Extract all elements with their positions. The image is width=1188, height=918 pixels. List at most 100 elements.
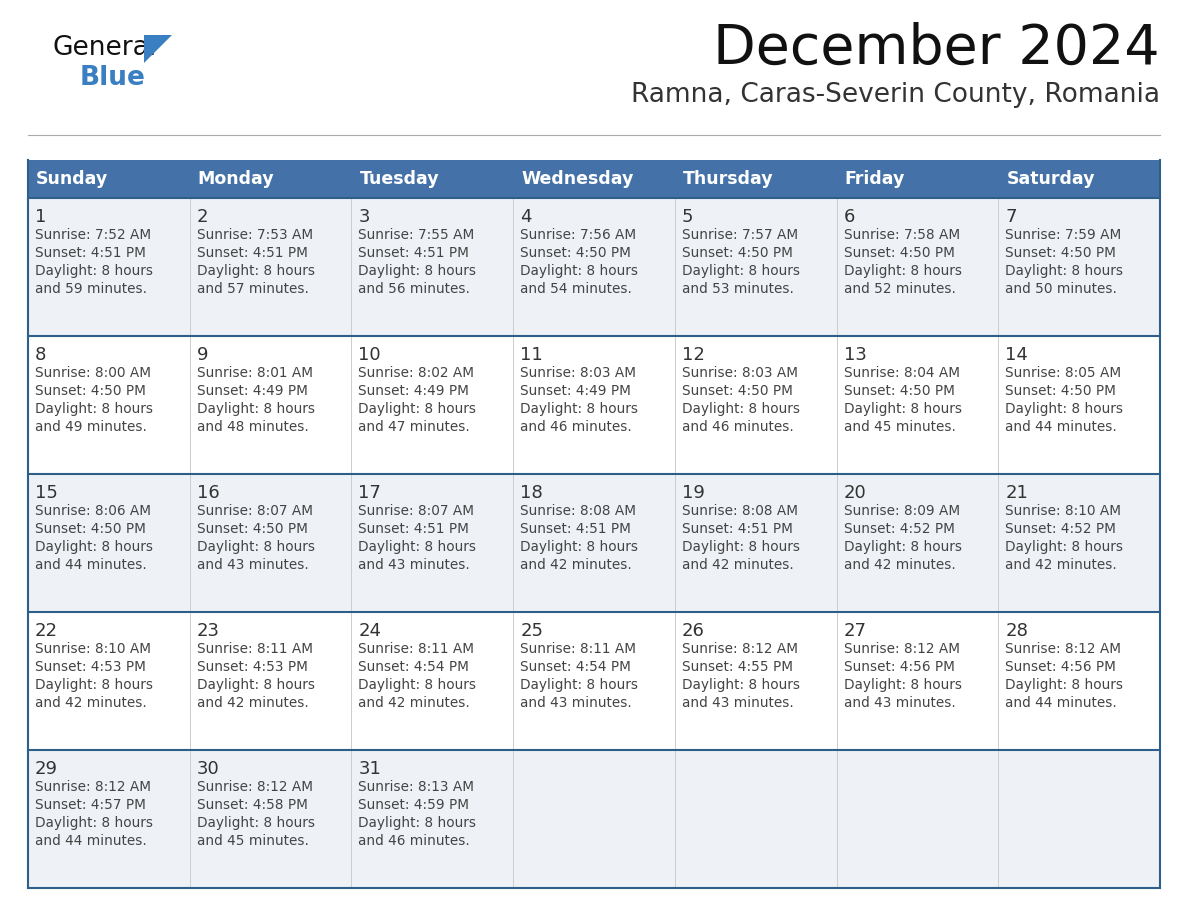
Text: 4: 4	[520, 208, 532, 226]
Text: Blue: Blue	[80, 65, 146, 91]
Text: Sunrise: 8:12 AM: Sunrise: 8:12 AM	[1005, 642, 1121, 656]
Text: Sunset: 4:55 PM: Sunset: 4:55 PM	[682, 660, 792, 674]
Text: 28: 28	[1005, 622, 1028, 640]
Text: and 57 minutes.: and 57 minutes.	[197, 282, 309, 296]
Text: Sunset: 4:50 PM: Sunset: 4:50 PM	[197, 522, 308, 536]
Text: Ramna, Caras-Severin County, Romania: Ramna, Caras-Severin County, Romania	[631, 82, 1159, 108]
Text: Daylight: 8 hours: Daylight: 8 hours	[197, 678, 315, 692]
Text: Sunset: 4:57 PM: Sunset: 4:57 PM	[34, 798, 146, 812]
Text: Sunrise: 8:10 AM: Sunrise: 8:10 AM	[1005, 504, 1121, 518]
Text: and 44 minutes.: and 44 minutes.	[34, 558, 147, 572]
Text: Daylight: 8 hours: Daylight: 8 hours	[682, 540, 800, 554]
Text: Monday: Monday	[197, 170, 274, 188]
Text: Sunset: 4:50 PM: Sunset: 4:50 PM	[1005, 384, 1117, 398]
Text: 30: 30	[197, 760, 220, 778]
Text: Sunset: 4:54 PM: Sunset: 4:54 PM	[359, 660, 469, 674]
Text: Daylight: 8 hours: Daylight: 8 hours	[843, 402, 961, 416]
Text: Sunset: 4:50 PM: Sunset: 4:50 PM	[843, 384, 954, 398]
Text: Sunset: 4:51 PM: Sunset: 4:51 PM	[682, 522, 792, 536]
Text: Sunset: 4:51 PM: Sunset: 4:51 PM	[197, 246, 308, 260]
Text: 25: 25	[520, 622, 543, 640]
Text: Sunset: 4:52 PM: Sunset: 4:52 PM	[1005, 522, 1117, 536]
Text: Sunrise: 8:12 AM: Sunrise: 8:12 AM	[843, 642, 960, 656]
Text: and 43 minutes.: and 43 minutes.	[359, 558, 470, 572]
Text: Daylight: 8 hours: Daylight: 8 hours	[682, 678, 800, 692]
Text: Daylight: 8 hours: Daylight: 8 hours	[843, 540, 961, 554]
Text: Sunrise: 7:53 AM: Sunrise: 7:53 AM	[197, 228, 312, 242]
Text: Sunrise: 7:58 AM: Sunrise: 7:58 AM	[843, 228, 960, 242]
Text: Daylight: 8 hours: Daylight: 8 hours	[1005, 402, 1124, 416]
Bar	[29, 336, 1159, 474]
Text: Sunrise: 8:12 AM: Sunrise: 8:12 AM	[682, 642, 798, 656]
Text: Daylight: 8 hours: Daylight: 8 hours	[197, 816, 315, 830]
Text: Wednesday: Wednesday	[522, 170, 633, 188]
Text: Sunrise: 8:04 AM: Sunrise: 8:04 AM	[843, 366, 960, 380]
Text: and 46 minutes.: and 46 minutes.	[520, 420, 632, 434]
Text: Sunrise: 8:13 AM: Sunrise: 8:13 AM	[359, 780, 474, 794]
Text: and 42 minutes.: and 42 minutes.	[843, 558, 955, 572]
Text: Daylight: 8 hours: Daylight: 8 hours	[520, 402, 638, 416]
Text: Daylight: 8 hours: Daylight: 8 hours	[1005, 264, 1124, 278]
Text: Sunrise: 8:10 AM: Sunrise: 8:10 AM	[34, 642, 151, 656]
Text: Sunrise: 7:59 AM: Sunrise: 7:59 AM	[1005, 228, 1121, 242]
Text: Sunrise: 8:11 AM: Sunrise: 8:11 AM	[197, 642, 312, 656]
Text: and 50 minutes.: and 50 minutes.	[1005, 282, 1117, 296]
Text: and 44 minutes.: and 44 minutes.	[1005, 420, 1117, 434]
Text: 19: 19	[682, 484, 704, 502]
Text: Sunset: 4:49 PM: Sunset: 4:49 PM	[359, 384, 469, 398]
Text: Sunset: 4:50 PM: Sunset: 4:50 PM	[34, 384, 146, 398]
Text: Daylight: 8 hours: Daylight: 8 hours	[359, 402, 476, 416]
Text: Sunrise: 8:03 AM: Sunrise: 8:03 AM	[682, 366, 798, 380]
Text: 8: 8	[34, 346, 46, 364]
Text: Sunrise: 8:03 AM: Sunrise: 8:03 AM	[520, 366, 636, 380]
Text: Sunrise: 8:08 AM: Sunrise: 8:08 AM	[520, 504, 636, 518]
Bar	[0, 888, 1188, 918]
Text: 16: 16	[197, 484, 220, 502]
Text: Daylight: 8 hours: Daylight: 8 hours	[520, 264, 638, 278]
Text: and 54 minutes.: and 54 minutes.	[520, 282, 632, 296]
Text: Sunset: 4:50 PM: Sunset: 4:50 PM	[843, 246, 954, 260]
Bar	[29, 198, 1159, 336]
Text: Daylight: 8 hours: Daylight: 8 hours	[520, 678, 638, 692]
Text: 14: 14	[1005, 346, 1028, 364]
Text: and 53 minutes.: and 53 minutes.	[682, 282, 794, 296]
Text: and 44 minutes.: and 44 minutes.	[34, 834, 147, 848]
Text: and 52 minutes.: and 52 minutes.	[843, 282, 955, 296]
Text: and 56 minutes.: and 56 minutes.	[359, 282, 470, 296]
Text: Sunrise: 8:09 AM: Sunrise: 8:09 AM	[843, 504, 960, 518]
Text: 29: 29	[34, 760, 58, 778]
Text: 18: 18	[520, 484, 543, 502]
Text: Daylight: 8 hours: Daylight: 8 hours	[843, 678, 961, 692]
Text: Daylight: 8 hours: Daylight: 8 hours	[359, 264, 476, 278]
Text: Sunrise: 8:02 AM: Sunrise: 8:02 AM	[359, 366, 474, 380]
Text: 31: 31	[359, 760, 381, 778]
Text: Daylight: 8 hours: Daylight: 8 hours	[1005, 540, 1124, 554]
Text: Sunrise: 8:00 AM: Sunrise: 8:00 AM	[34, 366, 151, 380]
Text: Sunset: 4:56 PM: Sunset: 4:56 PM	[843, 660, 954, 674]
Text: and 42 minutes.: and 42 minutes.	[197, 696, 309, 710]
Text: and 43 minutes.: and 43 minutes.	[197, 558, 309, 572]
Text: 12: 12	[682, 346, 704, 364]
Text: 7: 7	[1005, 208, 1017, 226]
Text: Daylight: 8 hours: Daylight: 8 hours	[682, 264, 800, 278]
Text: and 46 minutes.: and 46 minutes.	[359, 834, 470, 848]
Text: Sunset: 4:54 PM: Sunset: 4:54 PM	[520, 660, 631, 674]
Text: 15: 15	[34, 484, 58, 502]
Text: 3: 3	[359, 208, 369, 226]
Text: and 45 minutes.: and 45 minutes.	[843, 420, 955, 434]
Bar	[29, 474, 1159, 612]
Text: Daylight: 8 hours: Daylight: 8 hours	[34, 264, 153, 278]
Text: Tuesday: Tuesday	[360, 170, 440, 188]
Text: and 44 minutes.: and 44 minutes.	[1005, 696, 1117, 710]
Text: and 46 minutes.: and 46 minutes.	[682, 420, 794, 434]
Text: Sunrise: 8:12 AM: Sunrise: 8:12 AM	[34, 780, 151, 794]
Text: 10: 10	[359, 346, 381, 364]
Text: 6: 6	[843, 208, 855, 226]
Text: Daylight: 8 hours: Daylight: 8 hours	[843, 264, 961, 278]
Text: Sunset: 4:50 PM: Sunset: 4:50 PM	[520, 246, 631, 260]
Text: Daylight: 8 hours: Daylight: 8 hours	[359, 678, 476, 692]
Polygon shape	[144, 35, 172, 63]
Text: and 42 minutes.: and 42 minutes.	[682, 558, 794, 572]
Text: Sunset: 4:50 PM: Sunset: 4:50 PM	[682, 246, 792, 260]
Text: Friday: Friday	[845, 170, 905, 188]
